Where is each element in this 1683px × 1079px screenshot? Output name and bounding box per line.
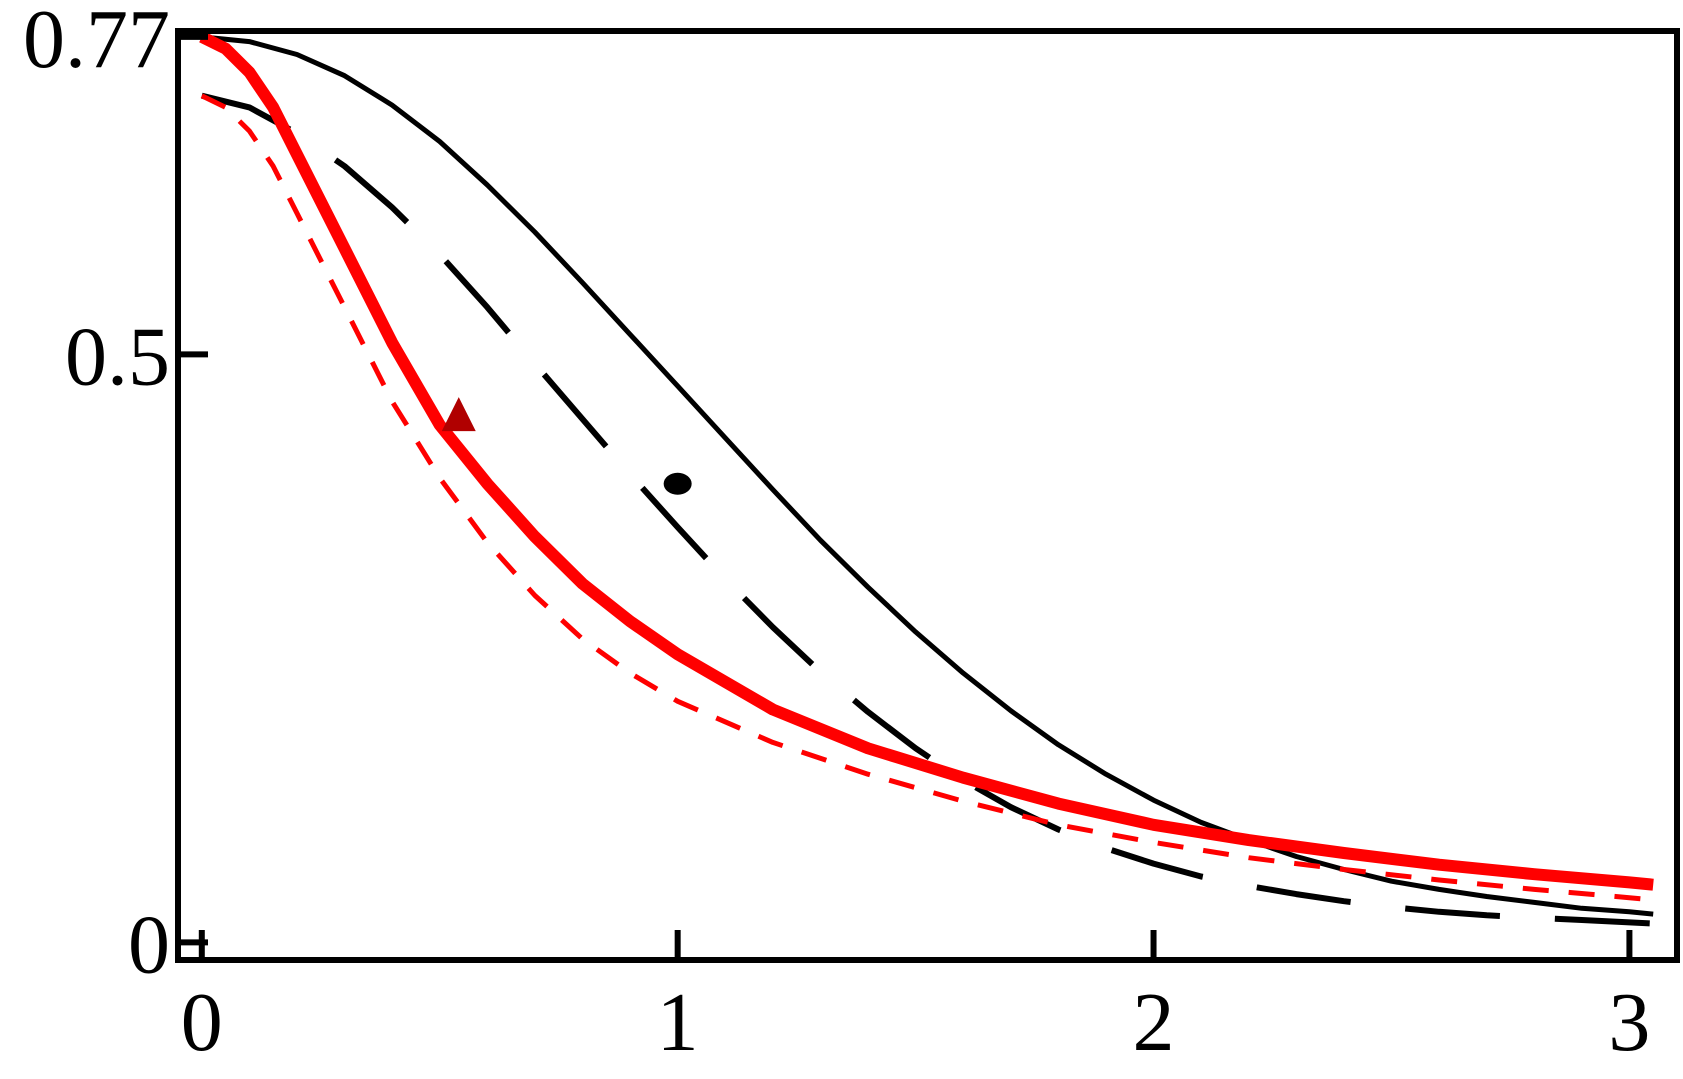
circle-marker xyxy=(663,472,692,495)
series-line-2-long-dash xyxy=(201,92,1654,927)
plot-frame xyxy=(175,28,1680,963)
y-tick-label-0: 0 xyxy=(128,898,170,991)
triangle-marker xyxy=(441,397,476,432)
series-line-4-short-dash xyxy=(200,93,1654,903)
x-tick-label-0: 0 xyxy=(181,976,223,1069)
series-line-3-solid-thick xyxy=(199,31,1654,891)
marker-layer xyxy=(441,397,692,495)
x-tick-label-2: 2 xyxy=(1133,976,1175,1069)
x-tick-label-3: 3 xyxy=(1608,976,1650,1069)
y-tick-label-0.5: 0.5 xyxy=(65,310,170,403)
tick-layer: 0 1 2 3 0 0.5 0.77 xyxy=(23,0,1650,1069)
x-tick-label-1: 1 xyxy=(657,976,699,1069)
series-layer xyxy=(199,31,1654,927)
y-tick-label-0.77: 0.77 xyxy=(23,0,170,86)
series-line-1-solid-thin xyxy=(201,34,1654,917)
